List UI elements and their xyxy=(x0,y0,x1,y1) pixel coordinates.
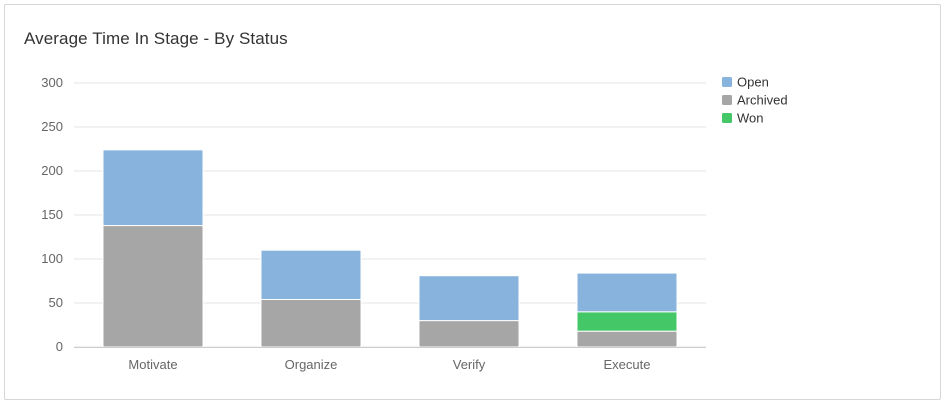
legend-label: Won xyxy=(737,111,764,126)
x-tick-label: Execute xyxy=(604,357,651,372)
bar-segment-archived-verify[interactable] xyxy=(418,320,520,348)
bar-segment-archived-execute[interactable] xyxy=(576,330,678,348)
legend-item-archived[interactable]: Archived xyxy=(722,93,788,108)
bar-segment-open-organize[interactable] xyxy=(260,249,362,300)
bar-segment-won-execute[interactable] xyxy=(576,311,678,332)
x-tick-label: Motivate xyxy=(128,357,177,372)
legend-swatch xyxy=(722,113,732,123)
bar-segment-open-execute[interactable] xyxy=(576,272,678,313)
y-tick-label: 250 xyxy=(41,119,63,134)
y-tick-label: 150 xyxy=(41,207,63,222)
y-tick-label: 100 xyxy=(41,251,63,266)
y-tick-label: 200 xyxy=(41,163,63,178)
x-tick-label: Organize xyxy=(285,357,338,372)
bar-segment-open-verify[interactable] xyxy=(418,275,520,322)
y-tick-label: 300 xyxy=(41,75,63,90)
bar-segment-archived-motivate[interactable] xyxy=(102,225,204,348)
legend-item-won[interactable]: Won xyxy=(722,111,764,126)
x-tick-label: Verify xyxy=(453,357,486,372)
legend-item-open[interactable]: Open xyxy=(722,75,769,90)
bar-segment-archived-organize[interactable] xyxy=(260,298,362,348)
legend-label: Open xyxy=(737,75,769,90)
chart-title: Average Time In Stage - By Status xyxy=(24,29,288,48)
y-tick-label: 50 xyxy=(49,295,63,310)
legend-label: Archived xyxy=(737,93,788,108)
bar-segment-open-motivate[interactable] xyxy=(102,149,204,227)
legend-swatch xyxy=(722,77,732,87)
y-tick-label: 0 xyxy=(56,339,63,354)
legend-swatch xyxy=(722,95,732,105)
